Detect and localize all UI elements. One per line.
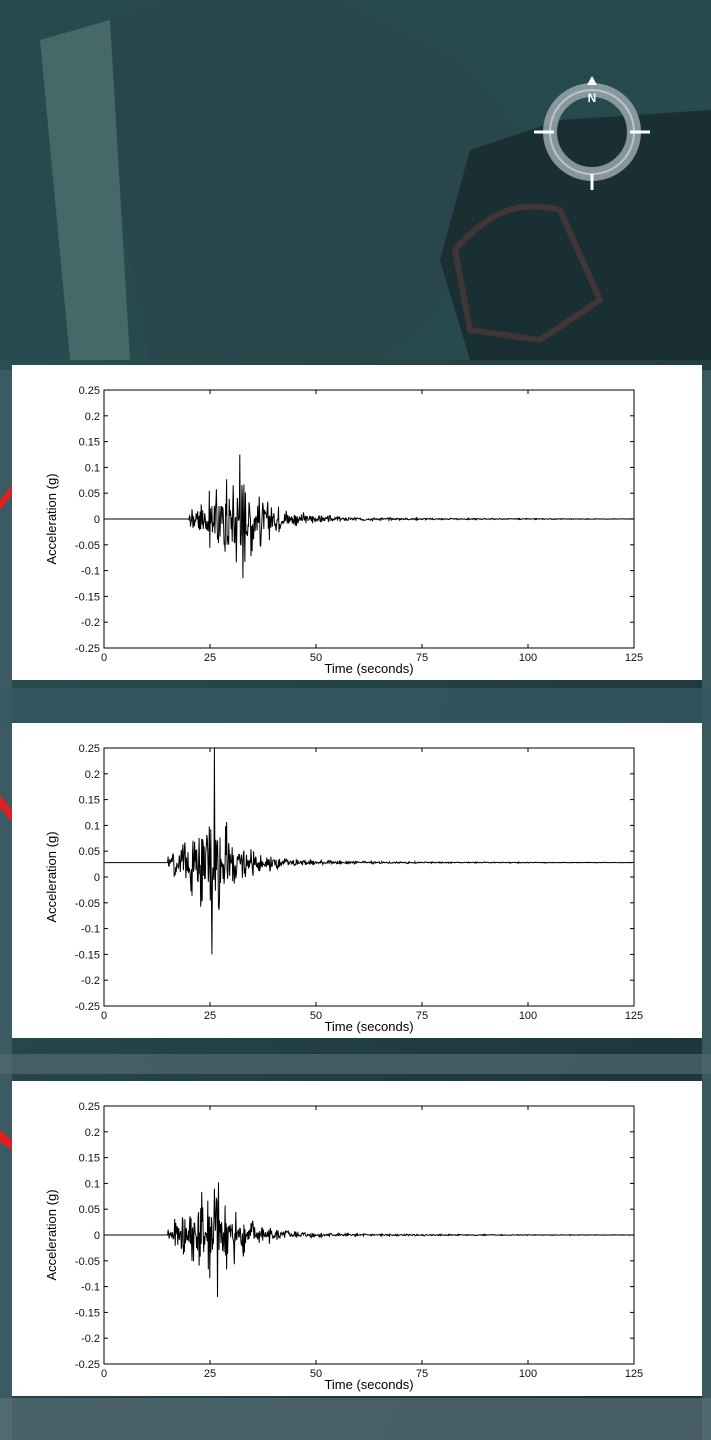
x-axis-label: Time (seconds)	[324, 661, 413, 676]
x-tick-label: 100	[519, 652, 537, 664]
y-tick-label: 0.15	[79, 437, 100, 449]
y-tick-label: -0.2	[81, 1333, 100, 1345]
y-tick-label: -0.05	[75, 540, 100, 552]
x-tick-label: 75	[416, 1368, 428, 1380]
series-line	[104, 454, 634, 579]
chart-panel-1: 0.25 0.2 0.15 0.1 0.05 0 -0.05 -0.1 -0.15 -0.2 -0.…	[12, 365, 702, 680]
y-tick-label: 0.1	[85, 820, 100, 832]
y-tick-label: 0.1	[85, 462, 100, 474]
x-tick-label: 50	[310, 652, 322, 664]
y-tick-label: 0.05	[79, 846, 100, 858]
x-tick-label: 75	[416, 1010, 428, 1022]
plot-area-frame	[103, 747, 635, 1007]
y-tick-label: -0.15	[75, 591, 100, 603]
y-tick-label: 0.2	[85, 1127, 100, 1139]
y-axis-label: Acceleration (g)	[44, 831, 59, 922]
x-tick-label: 0	[101, 1010, 107, 1022]
y-tick-label: -0.1	[81, 1282, 100, 1294]
y-tick-label: 0.25	[79, 385, 100, 397]
x-tick-label: 0	[101, 1368, 107, 1380]
y-tick-label: 0.15	[79, 795, 100, 807]
y-tick-label: -0.05	[75, 898, 100, 910]
x-axis-label: Time (seconds)	[324, 1377, 413, 1392]
y-tick-label: -0.1	[81, 566, 100, 578]
x-tick-label: 125	[625, 1010, 643, 1022]
chart-panel-3: 0.25 0.2 0.15 0.1 0.05 0 -0.05 -0.1 -0.15 -0.2 -0.…	[12, 1081, 702, 1396]
y-tick-label: -0.15	[75, 949, 100, 961]
y-tick-label: -0.2	[81, 975, 100, 987]
chart-1: 0.25 0.2 0.15 0.1 0.05 0 -0.05 -0.1 -0.15 -0.2 -0.…	[44, 385, 643, 676]
y-tick-label: 0.2	[85, 769, 100, 781]
y-tick-label: 0.1	[85, 1178, 100, 1190]
x-tick-label: 125	[625, 1368, 643, 1380]
series-line	[104, 747, 634, 955]
y-tick-label: 0.2	[85, 411, 100, 423]
y-tick-label: -0.05	[75, 1256, 100, 1268]
x-tick-label: 125	[625, 652, 643, 664]
y-tick-label: 0	[94, 872, 100, 884]
x-tick-label: 50	[310, 1368, 322, 1380]
y-tick-label: -0.15	[75, 1307, 100, 1319]
y-tick-label: -0.2	[81, 617, 100, 629]
x-tick-label: 25	[204, 1010, 216, 1022]
y-axis-label: Acceleration (g)	[44, 1189, 59, 1280]
x-tick-label: 0	[101, 652, 107, 664]
y-tick-label: 0.05	[79, 488, 100, 500]
x-tick-label: 50	[310, 1010, 322, 1022]
y-tick-label: 0	[94, 514, 100, 526]
chart-2: 0.25 0.2 0.15 0.1 0.05 0 -0.05 -0.1 -0.15 -0.2 -0.…	[44, 743, 643, 1034]
y-tick-label: 0.25	[79, 1101, 100, 1113]
y-tick-label: 0.05	[79, 1204, 100, 1216]
x-tick-label: 25	[204, 1368, 216, 1380]
y-axis-label: Acceleration (g)	[44, 473, 59, 564]
x-tick-label: 100	[519, 1368, 537, 1380]
compass-rose-icon[interactable]: N	[530, 70, 654, 194]
y-tick-label: -0.25	[75, 1359, 100, 1371]
series-line	[104, 1182, 634, 1297]
y-tick-label: -0.1	[81, 924, 100, 936]
chart-3: 0.25 0.2 0.15 0.1 0.05 0 -0.05 -0.1 -0.15 -0.2 -0.…	[44, 1101, 643, 1392]
y-tick-label: -0.25	[75, 643, 100, 655]
x-axis-label: Time (seconds)	[324, 1019, 413, 1034]
compass-north-label: N	[588, 91, 597, 105]
y-tick-label: 0.25	[79, 743, 100, 755]
chart-panel-2: 0.25 0.2 0.15 0.1 0.05 0 -0.05 -0.1 -0.15 -0.2 -0.…	[12, 723, 702, 1038]
y-tick-label: 0	[94, 1230, 100, 1242]
x-tick-label: 25	[204, 652, 216, 664]
y-tick-label: -0.25	[75, 1001, 100, 1013]
x-tick-label: 75	[416, 652, 428, 664]
x-tick-label: 100	[519, 1010, 537, 1022]
y-tick-label: 0.15	[79, 1153, 100, 1165]
